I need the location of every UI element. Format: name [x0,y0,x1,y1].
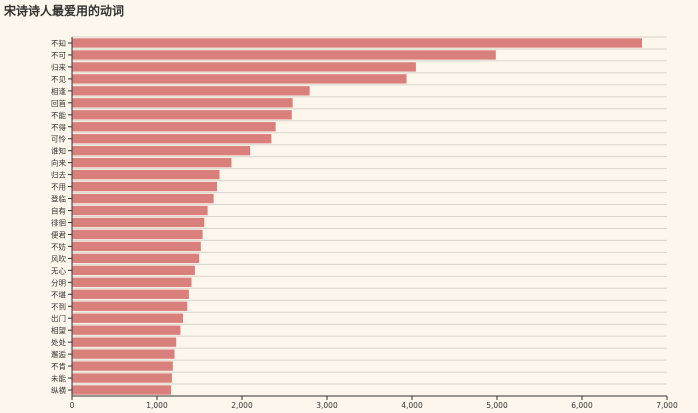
category-label: 不肯 [51,361,66,371]
bar-11[interactable] [72,169,220,180]
bar-18[interactable] [72,253,200,264]
category-label: 自有 [51,206,66,216]
x-tick-label: 1,000 [146,401,168,410]
category-label: 出门 [51,313,66,323]
bar-29[interactable] [72,385,172,395]
bar-15[interactable] [72,217,205,228]
chart-title: 宋诗诗人最爱用的动词 [4,4,125,18]
category-label: 不到 [51,302,66,311]
bar-16[interactable] [72,229,203,240]
x-tick-label: 3,000 [316,401,338,410]
bar-25[interactable] [72,337,177,347]
bar-28[interactable] [72,373,172,383]
bar-6[interactable] [72,110,292,120]
category-label: 风吹 [51,253,66,263]
x-tick-label: 2,000 [231,401,253,410]
bar-8[interactable] [72,134,272,144]
bar-22[interactable] [72,301,188,311]
category-label: 不可 [51,51,66,60]
bar-12[interactable] [72,181,218,192]
category-label: 不用 [51,183,66,192]
category-label: 回首 [51,98,66,108]
category-label: 谁知 [51,146,66,156]
category-label: 便君 [51,229,66,239]
bar-13[interactable] [72,193,214,204]
category-label: 无心 [51,266,66,275]
bar-26[interactable] [72,349,175,359]
bar-23[interactable] [72,313,184,323]
category-label: 向来 [51,158,66,168]
bar-0[interactable] [72,38,643,48]
label-layer: 不知不可归来不见相逢回首不能不得可怜谁知向来归去不用登临自有徘徊便君不妨风吹无心… [51,38,678,410]
bar-14[interactable] [72,205,208,216]
category-label: 不能 [51,110,66,120]
bar-24[interactable] [72,325,181,335]
category-label: 相望 [51,325,66,335]
bar-27[interactable] [72,361,173,371]
bar-3[interactable] [72,74,407,84]
category-label: 不见 [51,75,66,84]
category-label: 处处 [51,337,66,347]
bar-17[interactable] [72,241,201,252]
bar-layer [72,38,643,395]
x-tick-label: 4,000 [401,401,423,410]
category-label: 邂逅 [51,349,66,359]
x-tick-label: 0 [70,401,75,410]
category-label: 不知 [51,38,66,48]
category-label: 可怜 [51,134,66,144]
x-tick-label: 6,000 [571,401,593,410]
bar-4[interactable] [72,86,310,96]
bar-9[interactable] [72,146,251,156]
category-label: 不得 [51,122,66,132]
bar-1[interactable] [72,50,496,60]
category-label: 徘徊 [51,217,66,227]
category-label: 归去 [51,170,66,180]
category-label: 相逢 [51,86,66,96]
bar-2[interactable] [72,62,416,72]
x-tick-label: 5,000 [486,401,508,410]
category-label: 登临 [51,194,66,204]
bar-20[interactable] [72,277,192,287]
grid-layer [72,36,667,397]
bar-21[interactable] [72,289,189,299]
category-label: 不妨 [51,241,66,251]
axis-layer [68,37,668,400]
bar-5[interactable] [72,98,293,108]
category-label: 归来 [51,62,66,72]
bar-10[interactable] [72,157,232,168]
bar-7[interactable] [72,122,276,132]
category-label: 纵横 [51,385,66,395]
category-label: 分明 [51,278,66,287]
x-tick-label: 7,000 [656,401,678,410]
bar-19[interactable] [72,265,195,276]
category-label: 未能 [51,373,66,383]
category-label: 不堪 [51,289,66,299]
